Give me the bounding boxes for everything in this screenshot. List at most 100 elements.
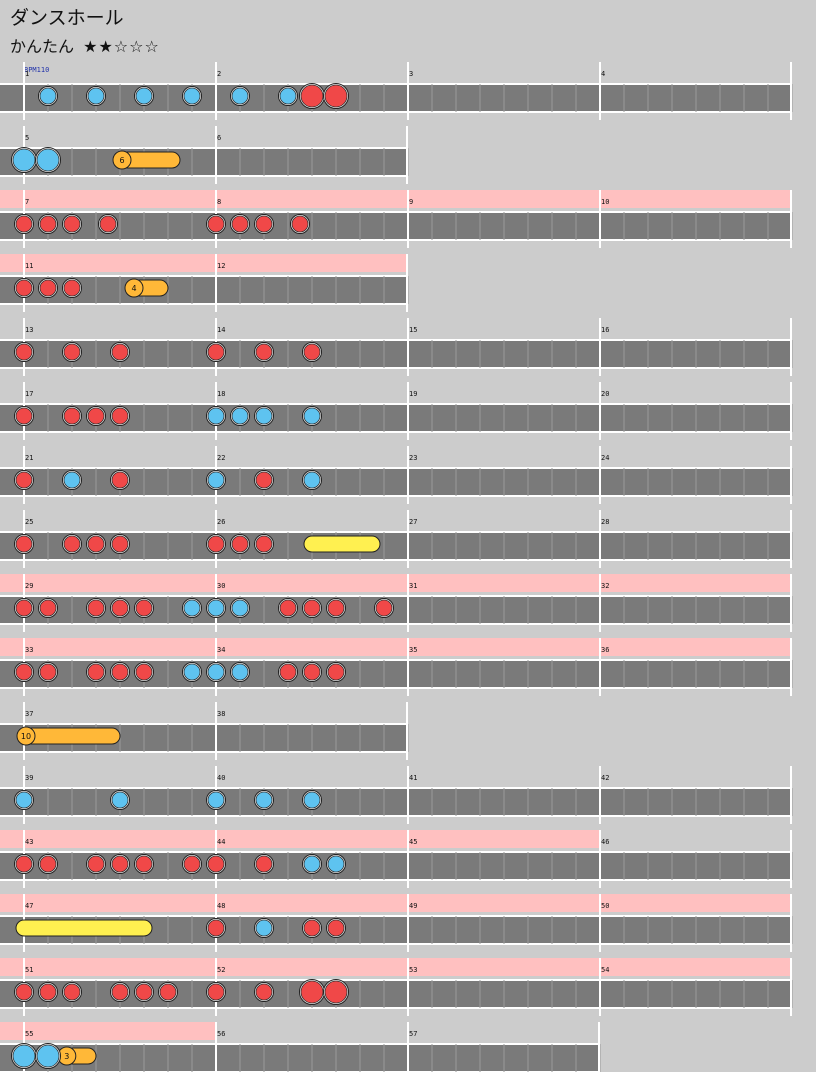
measure-number: 51 <box>25 966 33 974</box>
measure-number: 37 <box>25 710 33 718</box>
ka-note <box>207 791 225 809</box>
measure-number: 25 <box>25 518 33 526</box>
don-note <box>255 471 273 489</box>
note-lane <box>0 276 408 304</box>
difficulty-line: かんたん ★★☆☆☆ <box>10 37 160 57</box>
gogo-band <box>0 1022 216 1040</box>
measure-number: 52 <box>217 966 225 974</box>
measure-number: 16 <box>601 326 609 334</box>
ka-note <box>207 471 225 489</box>
note-lane <box>0 788 792 816</box>
ka-note <box>231 407 249 425</box>
measure-number: 6 <box>217 134 221 142</box>
measure-number: 15 <box>409 326 417 334</box>
don-note <box>15 407 33 425</box>
difficulty-label: かんたん <box>10 37 75 56</box>
measure-number: 3 <box>409 70 413 78</box>
measure-number: 47 <box>25 902 33 910</box>
measure-number: 22 <box>217 454 225 462</box>
don-note <box>207 215 225 233</box>
don-note <box>111 343 129 361</box>
ka-note <box>63 471 81 489</box>
ka-note <box>303 855 321 873</box>
balloon-head <box>124 278 144 298</box>
measure-number: 46 <box>601 838 609 846</box>
measure-number: 56 <box>217 1030 225 1038</box>
measure-number: 26 <box>217 518 225 526</box>
measure-number: 4 <box>601 70 605 78</box>
ka-note <box>327 855 345 873</box>
measure-number: 27 <box>409 518 417 526</box>
note-lane <box>0 404 792 432</box>
big-ka-note <box>12 1044 36 1068</box>
ka-note <box>231 87 249 105</box>
ka-note <box>303 791 321 809</box>
big-don-note <box>324 980 348 1004</box>
don-note <box>375 599 393 617</box>
score-row-5: 13 14 15 16 <box>0 318 793 376</box>
ka-note <box>39 87 57 105</box>
don-note <box>255 983 273 1001</box>
don-note <box>303 343 321 361</box>
don-note <box>15 215 33 233</box>
ka-note <box>303 407 321 425</box>
don-note <box>291 215 309 233</box>
measure-number: 53 <box>409 966 417 974</box>
note-lane <box>0 852 792 880</box>
don-note <box>231 215 249 233</box>
score-row-9: 29 30 31 32 <box>0 574 793 632</box>
gogo-band <box>0 894 792 912</box>
measure-number: 28 <box>601 518 609 526</box>
big-ka-note <box>36 148 60 172</box>
don-note <box>207 983 225 1001</box>
don-note <box>87 855 105 873</box>
gogo-band <box>0 638 792 656</box>
measure-number: 54 <box>601 966 609 974</box>
measure-number: 24 <box>601 454 609 462</box>
don-note <box>39 279 57 297</box>
ka-note <box>207 407 225 425</box>
don-note <box>207 343 225 361</box>
measure-number: 7 <box>25 198 29 206</box>
don-note <box>111 535 129 553</box>
don-note <box>39 215 57 233</box>
ka-note <box>183 663 201 681</box>
don-note <box>255 215 273 233</box>
don-note <box>111 471 129 489</box>
score-row-10: 33 34 35 36 <box>0 638 793 696</box>
ka-note <box>207 599 225 617</box>
measure-number: 13 <box>25 326 33 334</box>
gogo-band <box>0 190 792 208</box>
don-note <box>207 855 225 873</box>
don-note <box>135 855 153 873</box>
don-note <box>207 535 225 553</box>
measure-number: 48 <box>217 902 225 910</box>
don-note <box>87 663 105 681</box>
measure-number: 40 <box>217 774 225 782</box>
don-note <box>255 535 273 553</box>
measure-number: 10 <box>601 198 609 206</box>
measure-number: 41 <box>409 774 417 782</box>
don-note <box>15 599 33 617</box>
big-don-note <box>300 84 324 108</box>
big-don-note <box>324 84 348 108</box>
don-note <box>327 663 345 681</box>
measure-number: 35 <box>409 646 417 654</box>
don-note <box>63 983 81 1001</box>
measure-number: 33 <box>25 646 33 654</box>
balloon-head <box>16 726 36 746</box>
measure-number: 43 <box>25 838 33 846</box>
balloon-count: 3 <box>64 1052 69 1061</box>
don-note <box>303 599 321 617</box>
don-note <box>183 855 201 873</box>
big-ka-note <box>12 148 36 172</box>
don-note <box>63 343 81 361</box>
don-note <box>15 983 33 1001</box>
note-lane <box>0 532 792 560</box>
measure-number: 38 <box>217 710 225 718</box>
measure-number: 21 <box>25 454 33 462</box>
don-note <box>39 855 57 873</box>
balloon-bar <box>23 727 121 745</box>
balloon-count: 4 <box>131 284 136 293</box>
don-note <box>159 983 177 1001</box>
